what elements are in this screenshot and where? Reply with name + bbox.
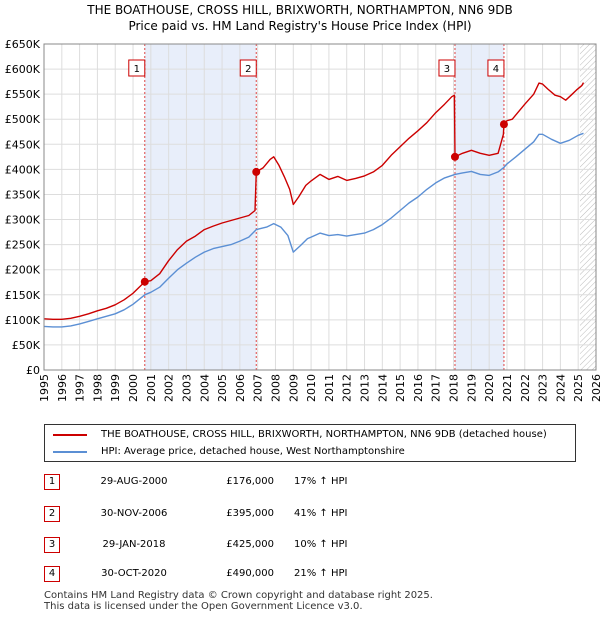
y-tick-label: £150K bbox=[5, 289, 41, 302]
sale-date: 30-OCT-2020 bbox=[101, 568, 167, 579]
sale-row: 2 30-NOV-2006 £395,000 41% ↑ HPI bbox=[44, 506, 584, 524]
sale-marker-box bbox=[487, 59, 505, 77]
price-chart: £0 £50K £100K £150K £200K £250K £300K £350K £400… bbox=[5, 38, 600, 402]
y-tick-label: £350K bbox=[5, 188, 41, 201]
x-tick-label: 2010 bbox=[305, 374, 318, 402]
y-tick-label: £550K bbox=[5, 88, 41, 101]
footer: Contains HM Land Registry data © Crown c… bbox=[44, 590, 433, 612]
x-tick-label: 1999 bbox=[109, 374, 122, 402]
sale-hpi-diff: 10% ↑ HPI bbox=[294, 539, 348, 550]
legend-swatch-hpi bbox=[53, 451, 87, 453]
x-tick-label: 2024 bbox=[554, 374, 567, 402]
sale-row: 1 29-AUG-2000 £176,000 17% ↑ HPI bbox=[44, 474, 584, 492]
x-tick-label: 2005 bbox=[216, 374, 229, 402]
x-tick-label: 2019 bbox=[465, 374, 478, 402]
sale-price: £395,000 bbox=[226, 508, 274, 519]
y-tick-label: £100K bbox=[5, 314, 41, 327]
sale-marker-label: 4 bbox=[493, 64, 499, 75]
x-tick-label: 2020 bbox=[483, 374, 496, 402]
sale-marker-label: 2 bbox=[245, 64, 251, 75]
x-tick-label: 1997 bbox=[74, 374, 87, 402]
sale-marker-box bbox=[239, 59, 257, 77]
plot-frame bbox=[43, 43, 597, 371]
sale-price: £176,000 bbox=[226, 476, 274, 487]
sale-number-badge: 3 bbox=[44, 537, 60, 553]
x-tick-label: 1995 bbox=[38, 374, 51, 402]
chart-subtitle: Price paid vs. HM Land Registry's House … bbox=[128, 19, 472, 33]
x-tick-label: 2015 bbox=[394, 374, 407, 402]
y-tick-label: £600K bbox=[5, 63, 41, 76]
x-tick-label: 2007 bbox=[252, 374, 265, 402]
x-tick-label: 2023 bbox=[537, 374, 550, 402]
sale-marker-box bbox=[128, 59, 146, 77]
y-tick-label: £450K bbox=[5, 138, 41, 151]
series-line-property bbox=[43, 82, 585, 320]
x-tick-label: 1998 bbox=[91, 374, 104, 402]
y-tick-label: £400K bbox=[5, 163, 41, 176]
y-tick-label: £500K bbox=[5, 113, 41, 126]
legend-label-hpi: HPI: Average price, detached house, West… bbox=[101, 446, 405, 457]
sale-point bbox=[450, 152, 459, 161]
sale-price: £425,000 bbox=[226, 539, 274, 550]
x-tick-label: 2012 bbox=[341, 374, 354, 402]
y-tick-label: £250K bbox=[5, 239, 41, 252]
sale-point bbox=[252, 167, 261, 176]
x-tick-label: 2018 bbox=[448, 374, 461, 402]
sale-date: 30-NOV-2006 bbox=[100, 508, 168, 519]
sale-price: £490,000 bbox=[226, 568, 274, 579]
x-tick-label: 2014 bbox=[376, 374, 389, 402]
sale-number-badge: 2 bbox=[44, 506, 60, 522]
x-tick-label: 1996 bbox=[56, 374, 69, 402]
sale-point bbox=[140, 277, 149, 286]
legend-label-property: THE BOATHOUSE, CROSS HILL, BRIXWORTH, NO… bbox=[101, 429, 547, 440]
y-tick-label: £200K bbox=[5, 264, 41, 277]
sale-point bbox=[499, 120, 508, 129]
chart-title-block: THE BOATHOUSE, CROSS HILL, BRIXWORTH, NO… bbox=[0, 2, 600, 34]
y-tick-label: £300K bbox=[5, 214, 41, 227]
series-line-hpi bbox=[43, 132, 584, 328]
sale-hpi-diff: 17% ↑ HPI bbox=[294, 476, 348, 487]
x-tick-label: 2004 bbox=[198, 374, 211, 402]
x-tick-label: 2013 bbox=[359, 374, 372, 402]
x-tick-label: 2026 bbox=[590, 374, 600, 402]
sale-marker-label: 1 bbox=[134, 64, 140, 75]
footer-license: This data is licensed under the Open Gov… bbox=[44, 601, 363, 612]
sale-hpi-diff: 21% ↑ HPI bbox=[294, 568, 348, 579]
x-tick-label: 2008 bbox=[269, 374, 282, 402]
x-tick-label: 2006 bbox=[234, 374, 247, 402]
x-tick-label: 2001 bbox=[145, 374, 158, 402]
x-tick-label: 2021 bbox=[501, 374, 514, 402]
sale-number-badge: 4 bbox=[44, 566, 60, 582]
legend: THE BOATHOUSE, CROSS HILL, BRIXWORTH, NO… bbox=[44, 424, 576, 462]
forecast-region bbox=[579, 44, 596, 370]
x-tick-label: 2025 bbox=[572, 374, 585, 402]
x-tick-label: 2000 bbox=[127, 374, 140, 402]
shaded-period bbox=[454, 44, 504, 370]
sale-marker-box bbox=[438, 59, 456, 77]
x-tick-label: 2022 bbox=[519, 374, 532, 402]
x-tick-label: 2002 bbox=[163, 374, 176, 402]
footer-copyright: Contains HM Land Registry data © Crown c… bbox=[44, 590, 433, 601]
y-tick-label: £650K bbox=[5, 38, 41, 51]
x-tick-label: 2003 bbox=[180, 374, 193, 402]
y-tick-label: £0 bbox=[26, 364, 40, 377]
chart-title: THE BOATHOUSE, CROSS HILL, BRIXWORTH, NO… bbox=[87, 3, 513, 17]
sale-date: 29-AUG-2000 bbox=[100, 476, 168, 487]
x-tick-label: 2011 bbox=[323, 374, 336, 402]
y-tick-label: £50K bbox=[12, 339, 41, 352]
sale-row: 3 29-JAN-2018 £425,000 10% ↑ HPI bbox=[44, 537, 584, 555]
plot-area bbox=[44, 44, 596, 370]
x-tick-label: 2016 bbox=[412, 374, 425, 402]
x-tick-label: 2009 bbox=[287, 374, 300, 402]
shaded-period bbox=[144, 44, 257, 370]
sale-number-badge: 1 bbox=[44, 474, 60, 490]
x-tick-label: 2017 bbox=[430, 374, 443, 402]
legend-swatch-property bbox=[53, 434, 87, 436]
sale-date: 29-JAN-2018 bbox=[102, 539, 166, 550]
sale-marker-label: 3 bbox=[444, 64, 450, 75]
sale-hpi-diff: 41% ↑ HPI bbox=[294, 508, 348, 519]
sale-row: 4 30-OCT-2020 £490,000 21% ↑ HPI bbox=[44, 566, 584, 584]
